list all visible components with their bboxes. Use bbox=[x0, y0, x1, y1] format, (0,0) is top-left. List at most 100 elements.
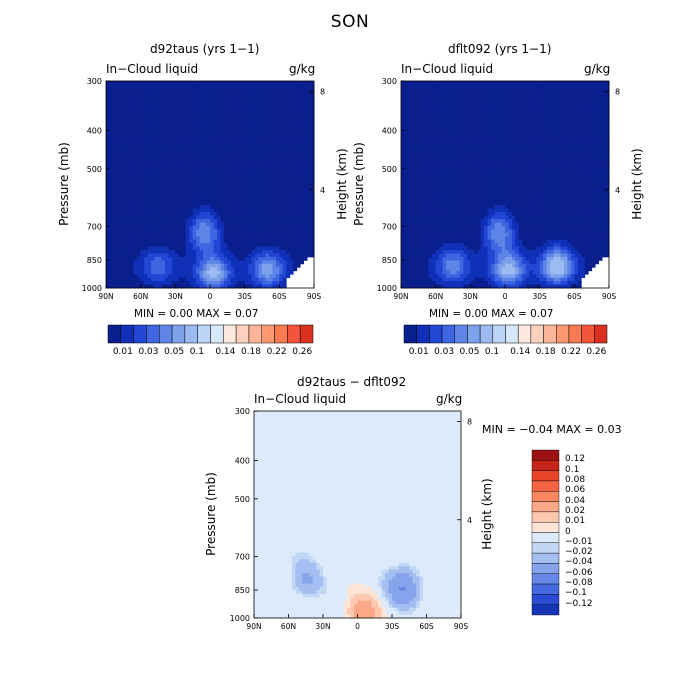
field-cell bbox=[421, 98, 426, 103]
field-cell bbox=[262, 87, 266, 92]
field-cell bbox=[140, 239, 145, 244]
field-cell bbox=[480, 136, 485, 141]
field-cell bbox=[182, 263, 187, 268]
field-cell bbox=[216, 84, 221, 89]
field-cell bbox=[591, 153, 596, 158]
field-cell bbox=[310, 222, 315, 227]
field-cell bbox=[133, 219, 138, 223]
field-cell bbox=[258, 81, 263, 85]
field-cell bbox=[296, 177, 301, 182]
field-cell bbox=[473, 136, 478, 141]
field-cell bbox=[577, 132, 582, 137]
field-cell bbox=[265, 229, 270, 234]
field-cell bbox=[109, 163, 114, 168]
field-cell bbox=[210, 253, 214, 258]
field-cell bbox=[498, 115, 502, 120]
field-cell bbox=[477, 118, 482, 123]
field-cell bbox=[591, 146, 596, 151]
field-cell bbox=[189, 84, 194, 89]
field-cell bbox=[494, 146, 499, 151]
field-cell bbox=[275, 132, 280, 137]
field-cell bbox=[213, 150, 218, 154]
field-cell bbox=[300, 212, 304, 216]
field-cell bbox=[543, 108, 547, 113]
field-cell bbox=[220, 160, 225, 165]
field-cell bbox=[123, 256, 128, 261]
field-cell bbox=[296, 250, 301, 254]
field-cell bbox=[258, 94, 263, 99]
field-cell bbox=[213, 108, 218, 113]
field-cell bbox=[196, 201, 200, 206]
field-cell bbox=[307, 208, 311, 213]
field-cell bbox=[140, 150, 145, 154]
field-cell bbox=[491, 150, 495, 154]
y-tick-label: 1000 bbox=[82, 284, 102, 293]
field-cell bbox=[487, 118, 492, 123]
field-cell bbox=[605, 150, 610, 154]
field-cell bbox=[109, 263, 114, 268]
field-cell bbox=[570, 146, 575, 151]
field-cell bbox=[223, 253, 228, 258]
field-cell bbox=[192, 256, 197, 261]
field-cell bbox=[532, 125, 537, 130]
field-cell bbox=[275, 184, 280, 189]
field-cell bbox=[251, 118, 256, 123]
field-cell bbox=[140, 115, 145, 120]
field-cell bbox=[425, 122, 430, 127]
field-cell bbox=[518, 94, 523, 99]
field-cell bbox=[158, 101, 162, 106]
field-cell bbox=[116, 222, 121, 227]
field-cell bbox=[251, 270, 256, 275]
field-cell bbox=[123, 184, 128, 189]
field-cell bbox=[140, 260, 145, 265]
field-cell bbox=[310, 198, 315, 203]
field-cell bbox=[230, 150, 235, 154]
field-cell bbox=[289, 139, 294, 144]
field-cell bbox=[251, 81, 256, 85]
field-cell bbox=[411, 156, 416, 161]
field-cell bbox=[539, 122, 544, 127]
field-cell bbox=[123, 219, 128, 223]
field-cell bbox=[140, 187, 145, 192]
field-cell bbox=[602, 112, 606, 116]
field-cell bbox=[300, 108, 304, 113]
field-cell bbox=[411, 139, 416, 144]
field-cell bbox=[244, 236, 249, 241]
field-cell bbox=[140, 208, 145, 213]
field-cell bbox=[137, 243, 142, 247]
field-cell bbox=[164, 281, 169, 285]
field-cell bbox=[505, 136, 509, 141]
field-cell bbox=[453, 143, 457, 147]
field-cell bbox=[126, 112, 131, 116]
field-cell bbox=[213, 205, 218, 210]
field-cell bbox=[258, 156, 263, 161]
field-cell bbox=[227, 198, 232, 203]
field-cell bbox=[310, 184, 315, 189]
field-cell bbox=[258, 222, 263, 227]
field-cell bbox=[255, 125, 259, 130]
field-cell bbox=[189, 105, 194, 109]
field-cell bbox=[109, 160, 114, 165]
field-cell bbox=[303, 191, 308, 196]
field-cell bbox=[213, 125, 218, 130]
field-cell bbox=[282, 194, 287, 199]
field-cell bbox=[227, 153, 232, 158]
field-cell bbox=[168, 94, 173, 99]
field-cell bbox=[133, 274, 138, 279]
field-cell bbox=[144, 150, 148, 154]
field-cell bbox=[275, 212, 280, 216]
field-cell bbox=[293, 243, 298, 247]
field-cell bbox=[598, 143, 603, 147]
field-cell bbox=[602, 136, 606, 141]
field-cell bbox=[265, 284, 270, 289]
field-cell bbox=[300, 215, 304, 220]
field-cell bbox=[418, 112, 423, 116]
field-cell bbox=[178, 150, 183, 154]
field-cell bbox=[213, 256, 218, 261]
field-cell bbox=[470, 101, 475, 106]
field-cell bbox=[196, 112, 200, 116]
field-cell bbox=[140, 118, 145, 123]
field-cell bbox=[112, 205, 117, 210]
field-cell bbox=[137, 101, 142, 106]
field-cell bbox=[185, 277, 190, 282]
